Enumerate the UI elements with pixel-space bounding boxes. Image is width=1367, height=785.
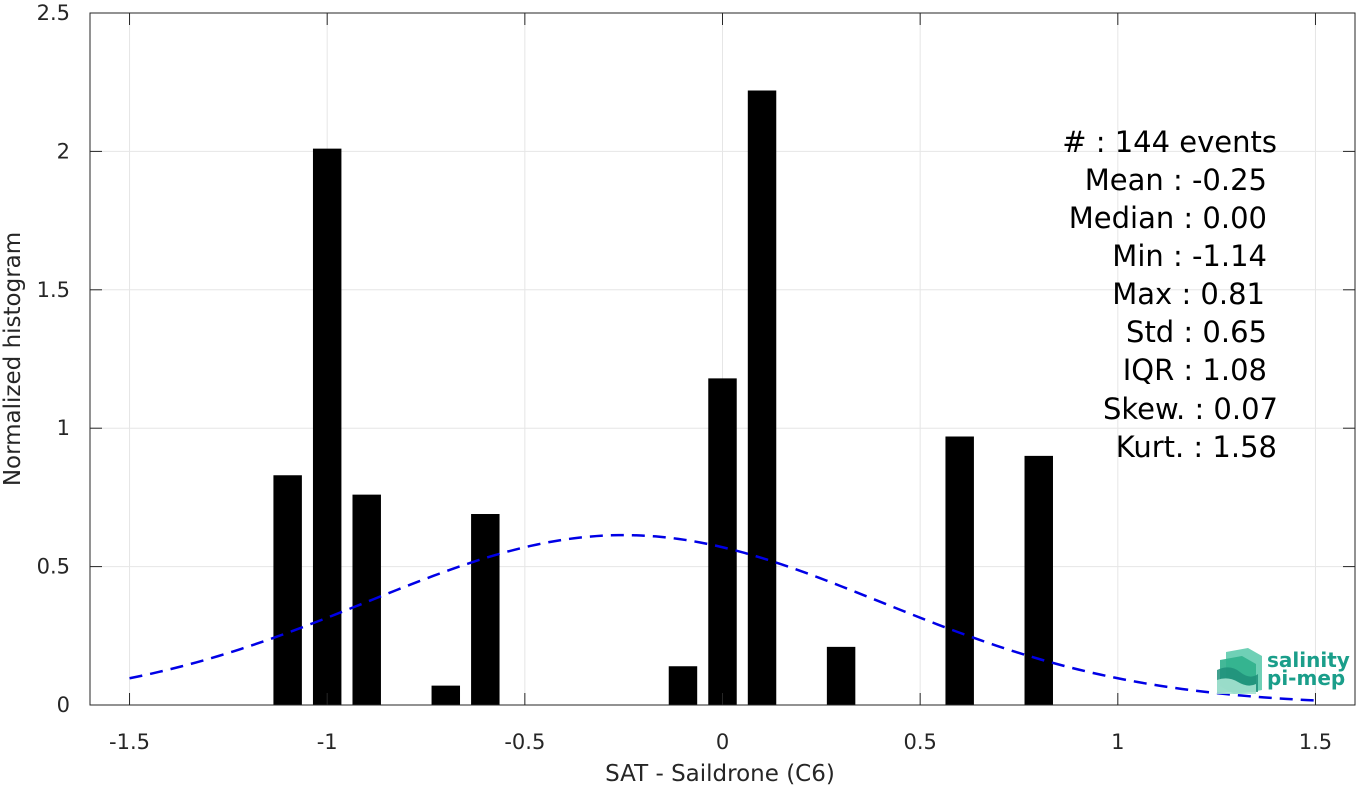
- bars: [273, 90, 1053, 705]
- x-tick-label: -1: [317, 730, 338, 754]
- y-tick-label: 0: [57, 693, 70, 717]
- y-tick-label: 0.5: [37, 555, 70, 579]
- y-tick-label: 1: [57, 416, 70, 440]
- logo-text-pi-mep: pi-mep: [1267, 666, 1345, 690]
- stats-median: Median : 0.00: [1069, 201, 1267, 235]
- stats-skew: Skew. : 0.07: [1103, 392, 1278, 426]
- stats-iqr: IQR : 1.08: [1123, 353, 1267, 387]
- stats-std: Std : 0.65: [1126, 315, 1267, 349]
- salinity-pi-mep-logo: salinity pi-mep: [1217, 648, 1350, 694]
- histogram-bar: [945, 436, 974, 705]
- x-tick-label: 0: [716, 730, 729, 754]
- histogram-bar: [471, 514, 500, 705]
- histogram-bar: [1024, 455, 1053, 705]
- stats-kurt: Kurt. : 1.58: [1116, 430, 1277, 464]
- tick-marks: [90, 12, 1355, 706]
- y-tick-labels: 0 0.5 1 1.5 2 2.5: [37, 1, 70, 717]
- x-axis-label: SAT - Saildrone (C6): [605, 761, 835, 785]
- x-tick-label: 1: [1111, 730, 1124, 754]
- histogram-bar: [352, 494, 381, 705]
- histogram-bar: [826, 646, 856, 705]
- x-tick-label: -1.5: [109, 730, 150, 754]
- stats-min: Min : -1.14: [1112, 239, 1267, 273]
- histogram-bar: [708, 378, 737, 705]
- y-axis-label: Normalized histogram: [0, 232, 26, 486]
- histogram-bar: [431, 685, 461, 705]
- histogram-bar: [747, 90, 777, 705]
- histogram-bar: [273, 475, 302, 705]
- y-tick-label: 2.5: [37, 1, 70, 25]
- stats-events: # : 144 events: [1062, 125, 1277, 159]
- stats-mean: Mean : -0.25: [1085, 163, 1267, 197]
- gaussian-fit-curve: [129, 533, 1316, 702]
- histogram-bar: [668, 666, 698, 705]
- stats-box: # : 144 events Mean : -0.25 Median : 0.0…: [1062, 125, 1278, 464]
- x-tick-label: 1.5: [1299, 730, 1332, 754]
- x-tick-labels: -1.5 -1 -0.5 0 0.5 1 1.5: [109, 730, 1332, 754]
- x-tick-label: 0.5: [903, 730, 936, 754]
- logo-text-salinity: salinity: [1267, 648, 1350, 672]
- x-tick-label: -0.5: [504, 730, 545, 754]
- logo-icon: [1217, 648, 1262, 694]
- histogram-bar: [312, 148, 342, 705]
- y-tick-label: 1.5: [37, 278, 70, 302]
- stats-max: Max : 0.81: [1112, 277, 1265, 311]
- y-tick-label: 2: [57, 139, 70, 163]
